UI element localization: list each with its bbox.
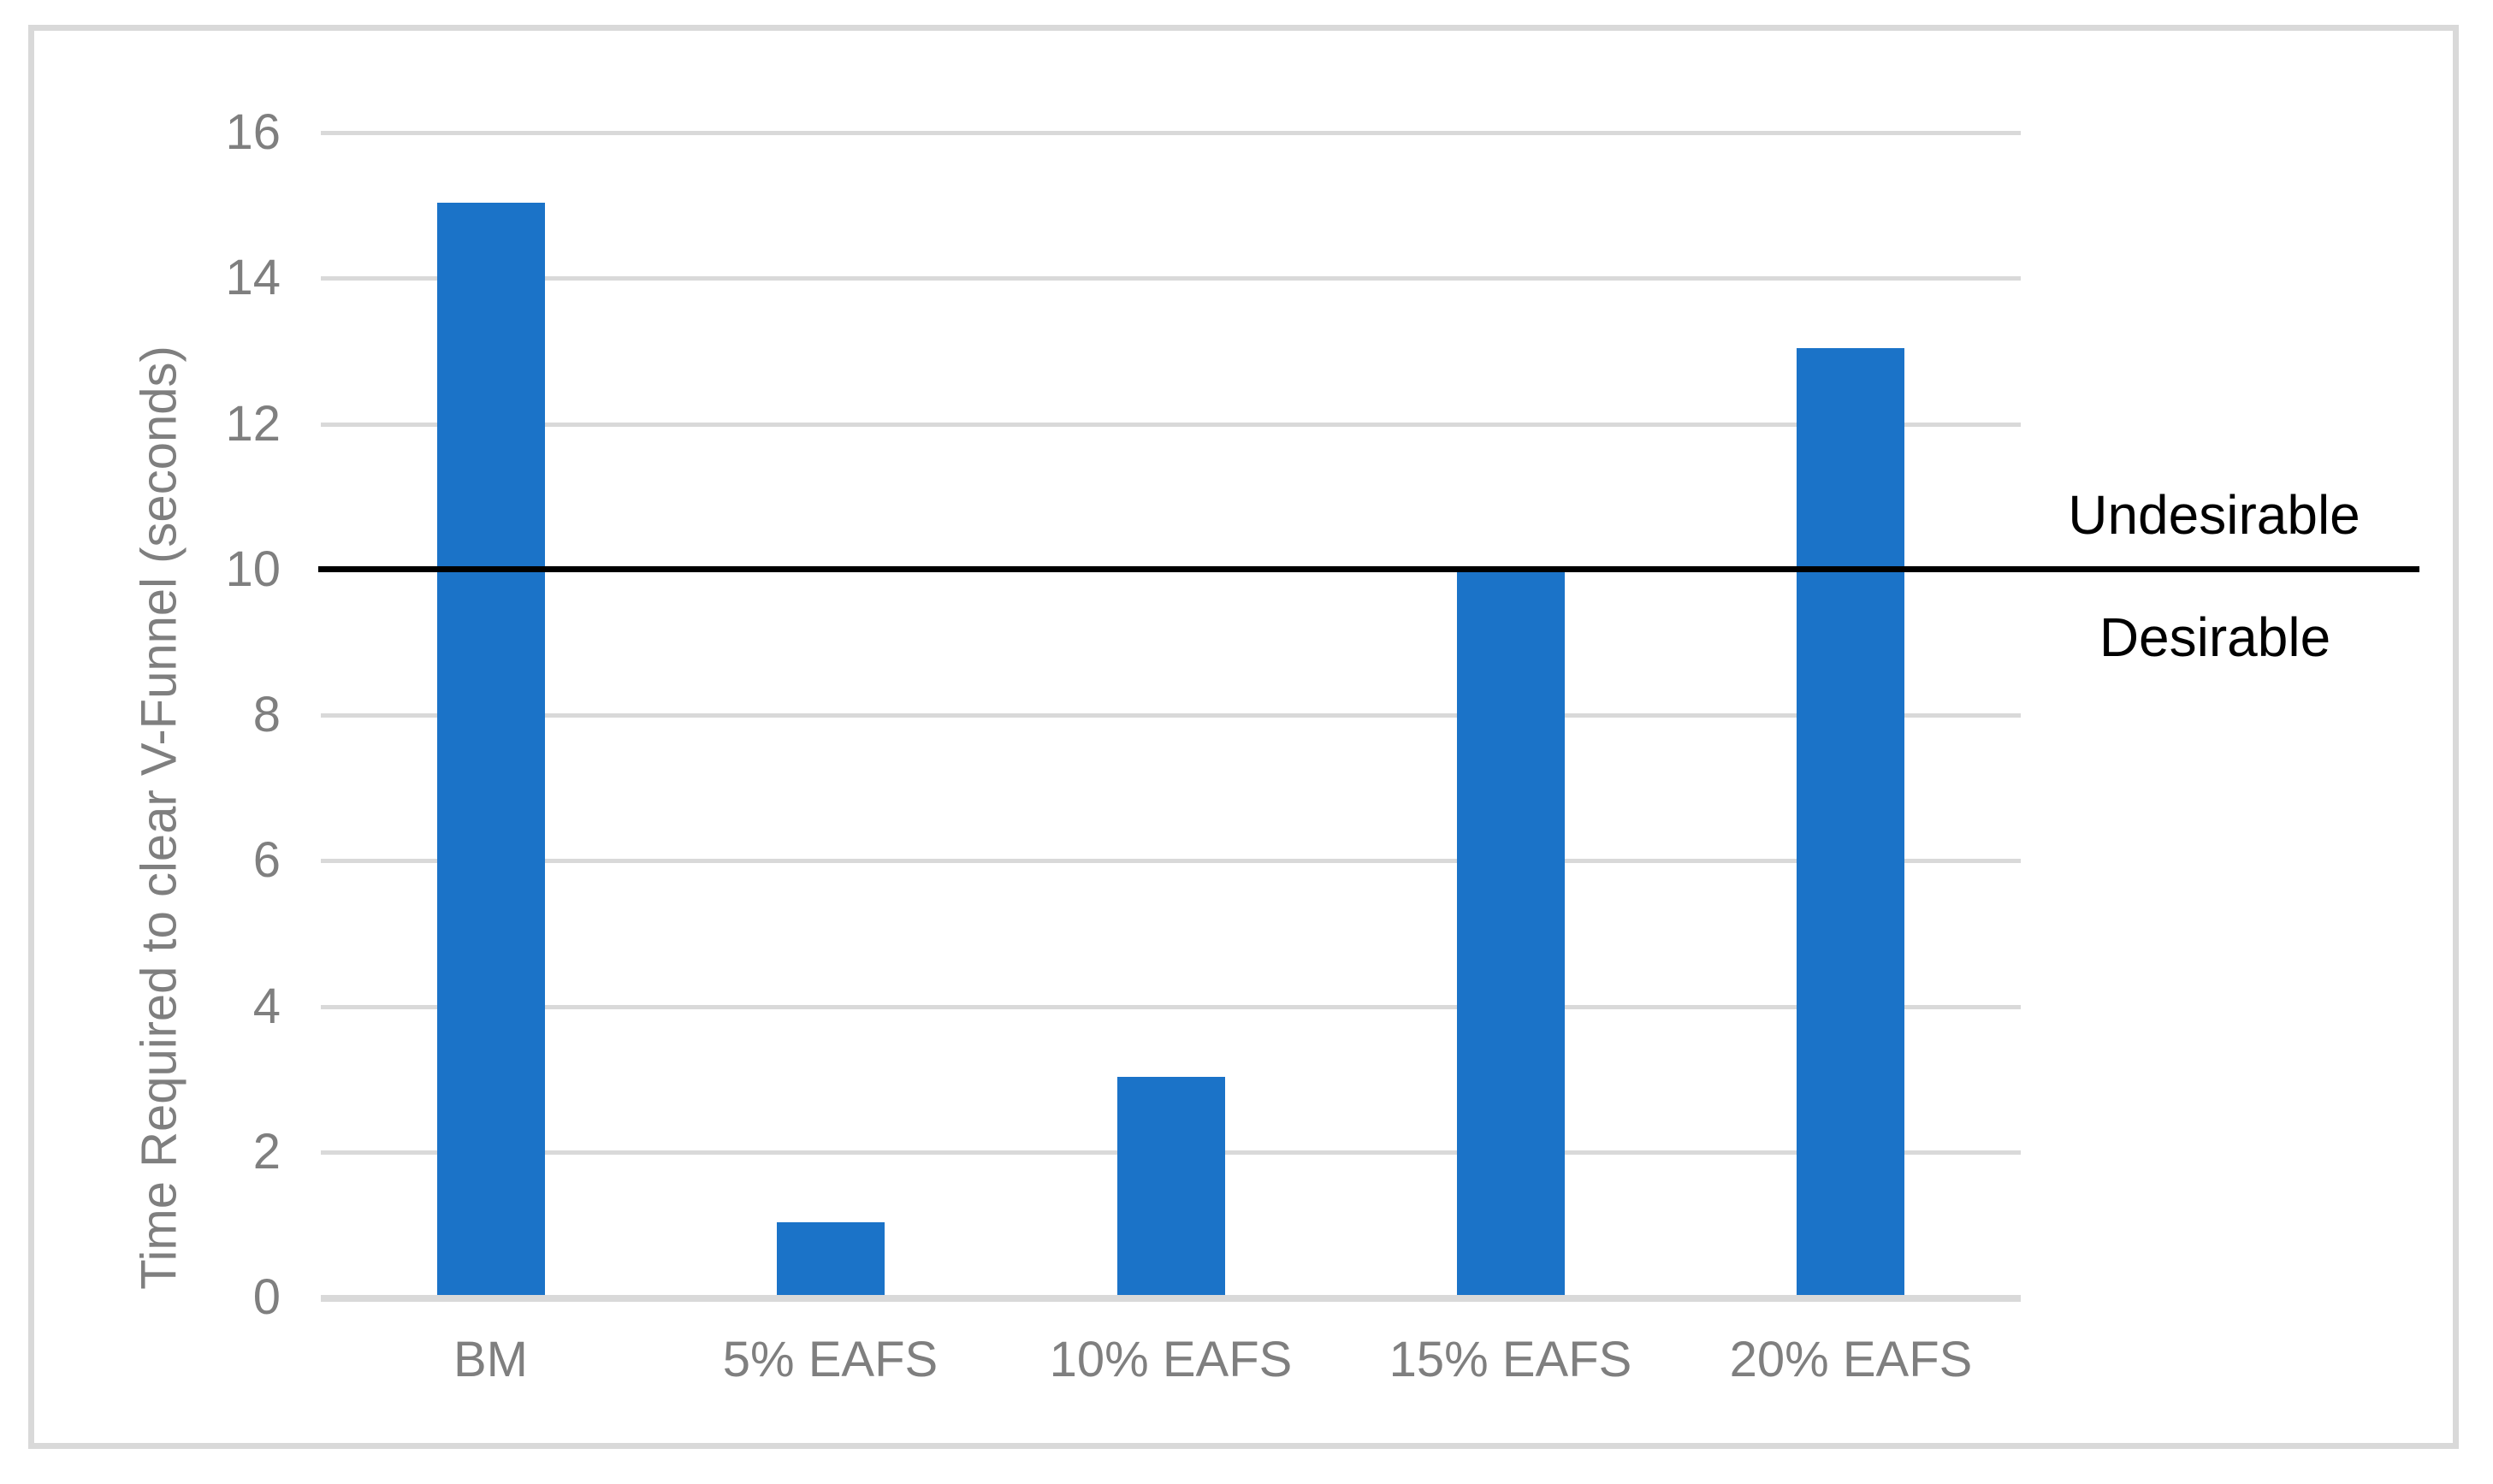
threshold-label-desirable: Desirable bbox=[2099, 606, 2331, 668]
y-tick-label-4: 4 bbox=[252, 978, 281, 1034]
gridline-y4 bbox=[321, 1004, 2021, 1009]
y-tick-label-14: 14 bbox=[225, 250, 281, 306]
bar-bm bbox=[437, 203, 545, 1295]
gridline-y12 bbox=[321, 422, 2021, 427]
bar-20-eafs bbox=[1797, 348, 1904, 1295]
y-tick-label-0: 0 bbox=[252, 1269, 281, 1325]
bar-5-eafs bbox=[777, 1222, 885, 1295]
x-tick-label-20-eafs: 20% EAFS bbox=[1729, 1332, 1973, 1387]
y-tick-label-10: 10 bbox=[225, 541, 281, 597]
threshold-label-undesirable: Undesirable bbox=[2068, 484, 2360, 546]
y-tick-label-16: 16 bbox=[225, 104, 281, 160]
y-tick-label-6: 6 bbox=[252, 832, 281, 889]
gridline-y6 bbox=[321, 859, 2021, 864]
x-axis-line bbox=[321, 1295, 2021, 1302]
gridline-y14 bbox=[321, 276, 2021, 281]
bar-10-eafs bbox=[1117, 1077, 1225, 1295]
gridline-y8 bbox=[321, 713, 2021, 718]
y-axis-title: Time Required to clear V-Funnel (seconds… bbox=[131, 346, 187, 1290]
y-tick-label-8: 8 bbox=[252, 687, 281, 742]
plot-area bbox=[321, 131, 2021, 1302]
x-tick-label-5-eafs: 5% EAFS bbox=[722, 1332, 939, 1387]
chart-border-frame bbox=[28, 25, 2459, 1449]
bar-15-eafs bbox=[1457, 567, 1565, 1295]
x-tick-label-15-eafs: 15% EAFS bbox=[1389, 1332, 1632, 1387]
gridline-y16 bbox=[321, 131, 2021, 135]
threshold-line bbox=[318, 566, 2419, 572]
x-tick-label-10-eafs: 10% EAFS bbox=[1049, 1332, 1293, 1387]
x-tick-label-bm: BM bbox=[453, 1332, 528, 1387]
y-tick-label-2: 2 bbox=[252, 1123, 281, 1180]
y-tick-label-12: 12 bbox=[225, 395, 281, 452]
